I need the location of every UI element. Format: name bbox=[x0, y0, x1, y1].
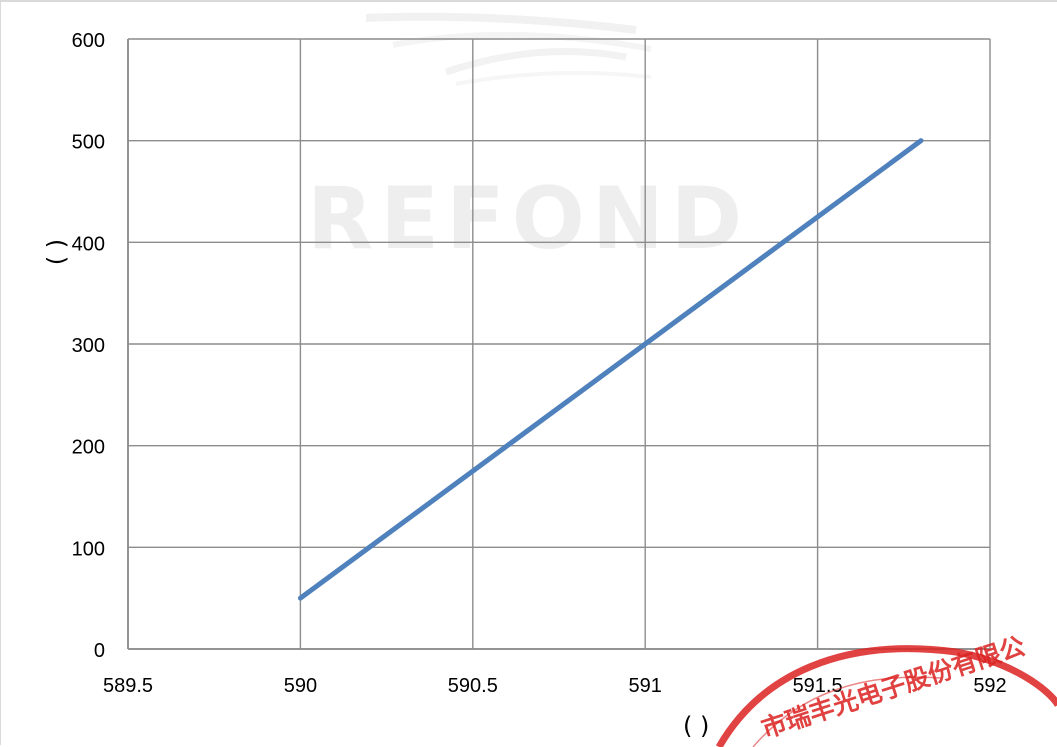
y-tick-label: 100 bbox=[72, 538, 105, 560]
watermark-text: REFOND bbox=[307, 169, 749, 269]
tick-labels: 589.5 590 590.5 591 591.5 5920100200300400500… bbox=[72, 30, 1007, 697]
watermark-logo-stroke bbox=[455, 70, 652, 86]
y-tick-label: 400 bbox=[72, 233, 105, 255]
seal-inner-arc bbox=[752, 676, 942, 747]
x-tick-label: 591 bbox=[629, 675, 662, 697]
y-tick-label: 500 bbox=[72, 132, 105, 154]
y-tick-label: 300 bbox=[72, 335, 105, 357]
axis-titles: ( ) ( ) bbox=[43, 239, 709, 740]
watermark: REFOND bbox=[307, 12, 749, 269]
y-tick-label: 0 bbox=[94, 640, 105, 662]
x-tick-label: 590 bbox=[284, 675, 317, 697]
series-layer bbox=[297, 138, 924, 601]
y-tick-label: 600 bbox=[72, 30, 105, 52]
grid bbox=[127, 38, 991, 650]
x-axis-label: ( ) bbox=[683, 712, 709, 740]
watermark-logo-stroke bbox=[365, 12, 637, 34]
watermark-logo-stroke bbox=[444, 48, 627, 76]
seal-outline bbox=[715, 645, 1057, 747]
watermark-logo-stroke bbox=[392, 31, 652, 52]
axes bbox=[127, 39, 990, 650]
series-line bbox=[297, 138, 924, 601]
x-tick-label: 592 bbox=[973, 675, 1006, 697]
y-axis-label: ( ) bbox=[43, 239, 71, 265]
x-tick-label: 589.5 bbox=[103, 675, 153, 697]
x-tick-label: 590.5 bbox=[448, 675, 498, 697]
y-tick-label: 200 bbox=[72, 437, 105, 459]
